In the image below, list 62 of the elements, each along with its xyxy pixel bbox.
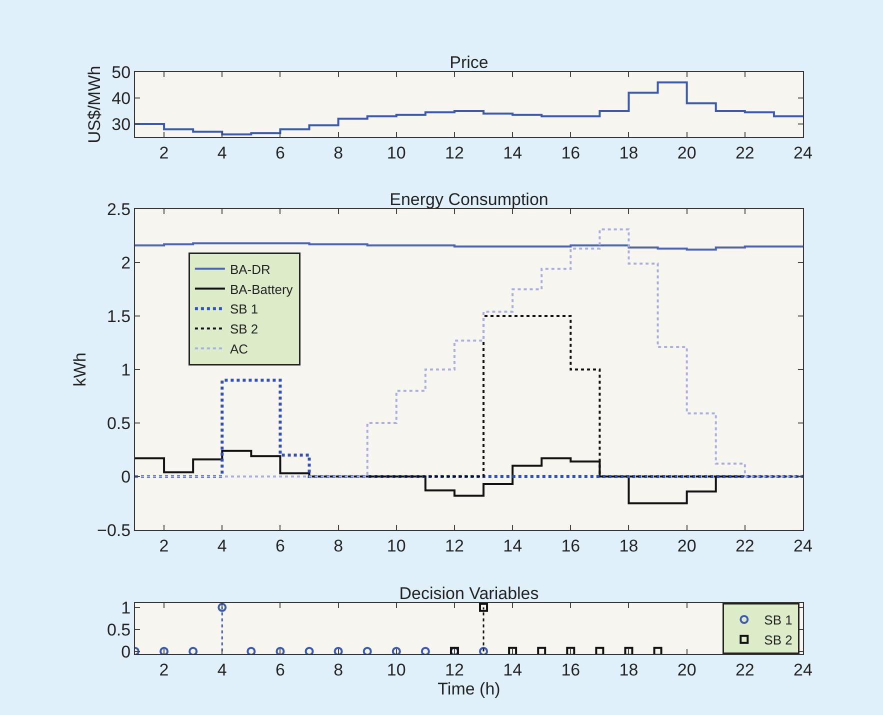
y-tick-label: 0.5 — [106, 414, 131, 433]
x-tick-label: 4 — [217, 660, 227, 680]
x-tick-label: 6 — [275, 660, 285, 680]
y-tick-label: 30 — [112, 114, 131, 134]
x-tick-label: 12 — [445, 660, 464, 680]
x-tick-label: 20 — [677, 143, 696, 162]
x-tick-label: 14 — [503, 660, 522, 680]
y-tick-label: 40 — [112, 88, 131, 108]
legend-label: SB 2 — [764, 632, 792, 648]
chart-title: Price — [450, 53, 488, 72]
y-axis-title: kWh — [70, 352, 90, 386]
x-tick-label: 6 — [275, 536, 285, 556]
x-tick-label: 24 — [794, 143, 812, 162]
x-tick-label: 4 — [217, 143, 227, 162]
x-tick-label: 16 — [561, 536, 580, 556]
x-tick-label: 22 — [735, 660, 754, 680]
x-tick-label: 16 — [561, 143, 580, 162]
legend-label: BA-Battery — [230, 282, 294, 297]
y-tick-label: 0 — [121, 642, 131, 662]
x-tick-label: 6 — [275, 143, 285, 162]
y-tick-label: 1 — [121, 360, 131, 380]
legend-label: AC — [230, 341, 248, 356]
x-tick-label: 18 — [619, 660, 638, 680]
x-tick-label: 12 — [445, 143, 464, 162]
x-axis-title: Time (h) — [438, 679, 500, 698]
y-axis-title: US$/MWh — [85, 66, 104, 144]
x-tick-label: 10 — [386, 660, 406, 680]
legend-label: SB 1 — [230, 302, 258, 317]
y-tick-label: 1 — [121, 598, 131, 618]
x-tick-label: 14 — [503, 536, 522, 556]
x-tick-label: 24 — [794, 536, 812, 556]
legend-label: SB 2 — [230, 322, 258, 337]
y-tick-label: 2.5 — [106, 200, 131, 219]
x-tick-label: 2 — [159, 536, 169, 556]
y-tick-label: 1.5 — [106, 306, 131, 326]
x-tick-label: 12 — [445, 536, 464, 556]
legend-label: BA-DR — [230, 262, 270, 277]
x-tick-label: 20 — [677, 660, 696, 680]
x-tick-label: 20 — [677, 536, 696, 556]
y-tick-label: 50 — [112, 62, 131, 82]
x-tick-label: 2 — [159, 660, 169, 680]
y-tick-label: 0 — [121, 467, 131, 486]
x-tick-label: 8 — [334, 660, 344, 680]
x-tick-label: 10 — [386, 536, 406, 556]
chart-title: Decision Variables — [399, 584, 539, 603]
y-tick-label: 2 — [121, 253, 131, 272]
x-tick-label: 4 — [217, 536, 227, 556]
legend-label: SB 1 — [764, 612, 792, 628]
x-tick-label: 8 — [334, 143, 344, 162]
x-tick-label: 10 — [386, 143, 406, 162]
x-tick-label: 14 — [503, 143, 522, 162]
x-tick-label: 22 — [735, 143, 754, 162]
x-tick-label: 18 — [619, 536, 638, 556]
x-tick-label: 2 — [159, 143, 169, 162]
chart-title: Energy Consumption — [390, 190, 548, 209]
x-tick-label: 22 — [735, 536, 754, 556]
y-tick-label: 0.5 — [106, 620, 131, 640]
y-tick-label: −0.5 — [97, 520, 131, 540]
x-tick-label: 24 — [794, 660, 812, 680]
x-tick-label: 8 — [334, 536, 344, 556]
x-tick-label: 16 — [561, 660, 580, 680]
x-tick-label: 18 — [619, 143, 638, 162]
